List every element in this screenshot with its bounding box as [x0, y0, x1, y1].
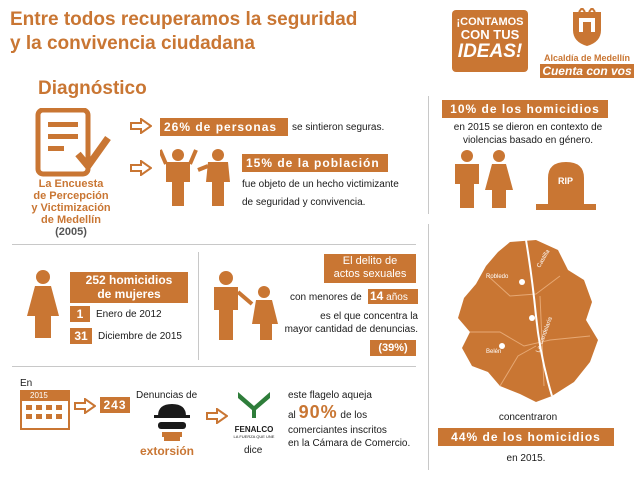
divider-horizontal — [12, 244, 416, 245]
title-line-1: Entre todos recuperamos la seguridad — [10, 9, 358, 30]
comerciantes-text-2: en la Cámara de Comercio. — [288, 438, 411, 449]
title-line-2: y la convivencia ciudadana — [10, 33, 255, 54]
divider-horizontal — [12, 366, 416, 367]
stat-26-box: 26% de personas — [160, 118, 288, 136]
fenalco-name: FENALCO — [234, 425, 274, 434]
alcaldia-name: Alcaldía de Medellín — [543, 53, 631, 63]
contamos-badge: ¡CONTAMOS CON TUS IDEAS! — [452, 10, 528, 72]
menores-text: con menores de — [290, 292, 362, 303]
main-title: Entre todos recuperamos la seguridad y l… — [10, 8, 357, 56]
man-icon — [455, 150, 479, 208]
denuncias-text: Denuncias de — [136, 390, 198, 401]
survey-name-line-2: de Percepción — [33, 190, 109, 202]
sexuales-text: es el que concentra la mayor cantidad de… — [276, 310, 418, 336]
calendar-year: 2015 — [30, 391, 48, 400]
badge-line-1: ¡CONTAMOS — [456, 16, 524, 28]
dice-text: dice — [244, 445, 263, 456]
map-label-belen: Belén — [486, 349, 502, 355]
mujeres-box-line-2: de mujeres — [97, 287, 161, 301]
stat-15-text-1: fue objeto de un hecho victimizante — [242, 179, 399, 190]
homicidios-44-year: en 2015. — [506, 453, 546, 464]
alcaldia-logo: Alcaldía de Medellín Cuenta con vos — [540, 6, 634, 78]
stat-15-box: 15% de la población — [242, 154, 388, 172]
map-label-robledo: Robledo — [486, 274, 509, 280]
rip-label: RIP — [558, 176, 574, 186]
divider-vertical — [428, 96, 429, 214]
age-unit: años — [386, 292, 408, 303]
robbery-people-icon — [160, 149, 230, 206]
stat-26-text: se sintieron seguras. — [292, 122, 385, 133]
calendar-icon — [20, 390, 70, 430]
divider-vertical — [428, 224, 429, 470]
masked-thief-icon — [154, 404, 190, 441]
adult-child-icon — [214, 271, 278, 340]
pct-90: 90% — [298, 402, 338, 422]
sexuales-box-line-1: El delito de — [342, 255, 398, 267]
en-label: En — [20, 378, 33, 389]
tombstone-icon — [536, 162, 596, 210]
extorsion-count: 243 — [100, 397, 130, 413]
arrow-right-icon — [130, 118, 152, 134]
survey-name-line-4: de Medellín — [41, 214, 101, 226]
sexuales-text-1: es el que concentra la — [320, 311, 418, 322]
age-number: 14 — [370, 289, 384, 303]
section-title: Diagnóstico — [38, 78, 147, 99]
arrow-right-icon — [206, 408, 228, 424]
fenalco-emblem-icon — [238, 392, 270, 418]
extorsion-label: extorsión — [140, 444, 195, 458]
homicidios-genero-text-1: en 2015 se dieron en contexto de — [453, 122, 603, 133]
age-badge: 14 años — [368, 289, 418, 304]
survey-name-line-1: La Encuesta — [38, 178, 104, 190]
start-date-text: Enero de 2012 — [96, 309, 162, 320]
cuenta-con-vos: Cuenta con vos — [540, 64, 634, 78]
homicidios-genero-box: 10% de los homicidios — [442, 100, 608, 118]
mujeres-box-line-1: 252 homicidios — [85, 273, 173, 287]
pct-90-line: al 90% de los — [288, 402, 367, 423]
survey-name: La Encuesta de Percepción y Victimizació… — [16, 178, 126, 238]
homicidios-genero-text: en 2015 se dieron en contexto de violenc… — [438, 121, 618, 147]
stat-15-text-2: de seguridad y convivencia. — [242, 197, 366, 208]
al-text: al — [288, 410, 296, 421]
comerciantes-text-1: comerciantes inscritos — [288, 425, 387, 436]
sexuales-box: El delito de actos sexuales — [324, 254, 416, 283]
sexuales-box-line-2: actos sexuales — [333, 268, 407, 280]
end-date-text: Diciembre de 2015 — [98, 331, 182, 342]
fenalco-logo: FENALCO LA FUERZA QUE UNE — [232, 390, 276, 440]
woman-icon — [27, 270, 59, 338]
medellin-map — [458, 239, 598, 402]
arrow-right-icon — [130, 160, 152, 176]
comerciantes-text: comerciantes inscritos en la Cámara de C… — [288, 424, 410, 450]
mujeres-box: 252 homicidios de mujeres — [70, 272, 188, 303]
divider-vertical — [198, 252, 199, 360]
badge-line-3: IDEAS! — [457, 41, 523, 62]
survey-year: (2005) — [55, 226, 87, 238]
fenalco-tagline: LA FUERZA QUE UNE — [233, 434, 275, 439]
sexuales-pct-box: (39%) — [370, 340, 416, 356]
woman-icon — [485, 150, 513, 208]
de-los-text: de los — [340, 410, 368, 421]
arrow-right-icon — [74, 398, 96, 414]
badge-line-2: CON TUS — [460, 27, 520, 42]
homicidios-genero-text-2: violencias basado en género. — [462, 135, 594, 146]
concentraron-text: concentraron — [498, 412, 558, 423]
end-day-badge: 31 — [70, 328, 92, 344]
start-day-badge: 1 — [70, 306, 90, 322]
survey-document-icon — [35, 108, 111, 177]
coat-of-arms-icon — [573, 6, 601, 46]
homicidios-44-box: 44% de los homicidios — [438, 428, 614, 446]
sexuales-text-2: mayor cantidad de denuncias. — [284, 324, 418, 335]
survey-name-line-3: y Victimización — [31, 202, 111, 214]
flagelo-text: este flagelo aqueja — [288, 390, 372, 401]
